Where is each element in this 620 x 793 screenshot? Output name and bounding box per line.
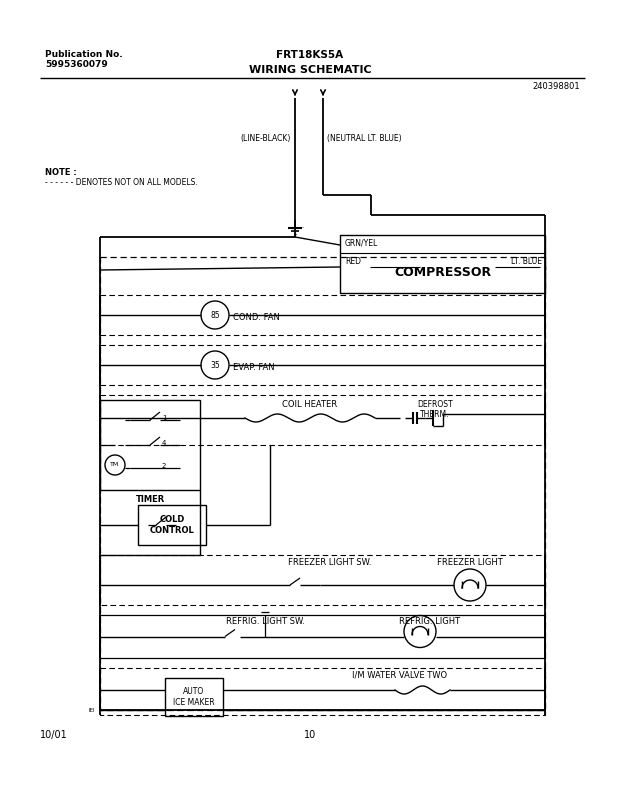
Text: TM: TM [110, 462, 120, 468]
Text: 240398801: 240398801 [533, 82, 580, 91]
Text: TIMER: TIMER [135, 495, 165, 504]
Text: IEI: IEI [89, 707, 95, 712]
Text: 35: 35 [210, 361, 220, 370]
Text: (NEUTRAL LT. BLUE): (NEUTRAL LT. BLUE) [327, 133, 402, 143]
Text: FREEZER LIGHT SW.: FREEZER LIGHT SW. [288, 558, 372, 567]
Text: 10/01: 10/01 [40, 730, 68, 740]
Text: 1: 1 [162, 415, 167, 421]
Text: EVAP. FAN: EVAP. FAN [233, 362, 275, 371]
Text: ----: ---- [297, 225, 305, 230]
Text: WIRING SCHEMATIC: WIRING SCHEMATIC [249, 65, 371, 75]
Text: NOTE :: NOTE : [45, 168, 77, 177]
Bar [100, 257, 545, 710]
Bar [100, 400, 200, 490]
Text: RED: RED [345, 257, 361, 266]
Text: COND. FAN: COND. FAN [233, 312, 280, 321]
Text: 5995360079: 5995360079 [45, 60, 108, 69]
Text: DEFROST
THERM.: DEFROST THERM. [417, 400, 453, 419]
Bar [165, 678, 223, 716]
Text: LT. BLUE: LT. BLUE [511, 257, 542, 266]
Text: (LINE-BLACK): (LINE-BLACK) [241, 133, 291, 143]
Text: GRN/YEL: GRN/YEL [345, 238, 378, 247]
Bar [100, 668, 545, 715]
Bar [138, 505, 206, 545]
Text: REFRIG. LIGHT SW.: REFRIG. LIGHT SW. [226, 617, 304, 626]
Text: COLD
CONTROL: COLD CONTROL [149, 515, 195, 535]
Text: REFRIG. LIGHT: REFRIG. LIGHT [399, 617, 461, 626]
Bar [100, 555, 545, 605]
Text: - - - - - - DENOTES NOT ON ALL MODELS.: - - - - - - DENOTES NOT ON ALL MODELS. [45, 178, 198, 187]
Bar [340, 235, 545, 293]
Text: COIL HEATER: COIL HEATER [283, 400, 337, 409]
Text: FREEZER LIGHT: FREEZER LIGHT [437, 558, 503, 567]
Text: 4: 4 [162, 440, 166, 446]
Text: I/M WATER VALVE TWO: I/M WATER VALVE TWO [352, 671, 448, 680]
Text: 10: 10 [304, 730, 316, 740]
Text: FRT18KS5A: FRT18KS5A [277, 50, 343, 60]
Text: 85: 85 [210, 311, 220, 320]
Text: AUTO
ICE MAKER: AUTO ICE MAKER [173, 687, 215, 707]
Text: COMPRESSOR: COMPRESSOR [394, 266, 491, 279]
Text: 2: 2 [162, 463, 166, 469]
Text: Publication No.: Publication No. [45, 50, 123, 59]
